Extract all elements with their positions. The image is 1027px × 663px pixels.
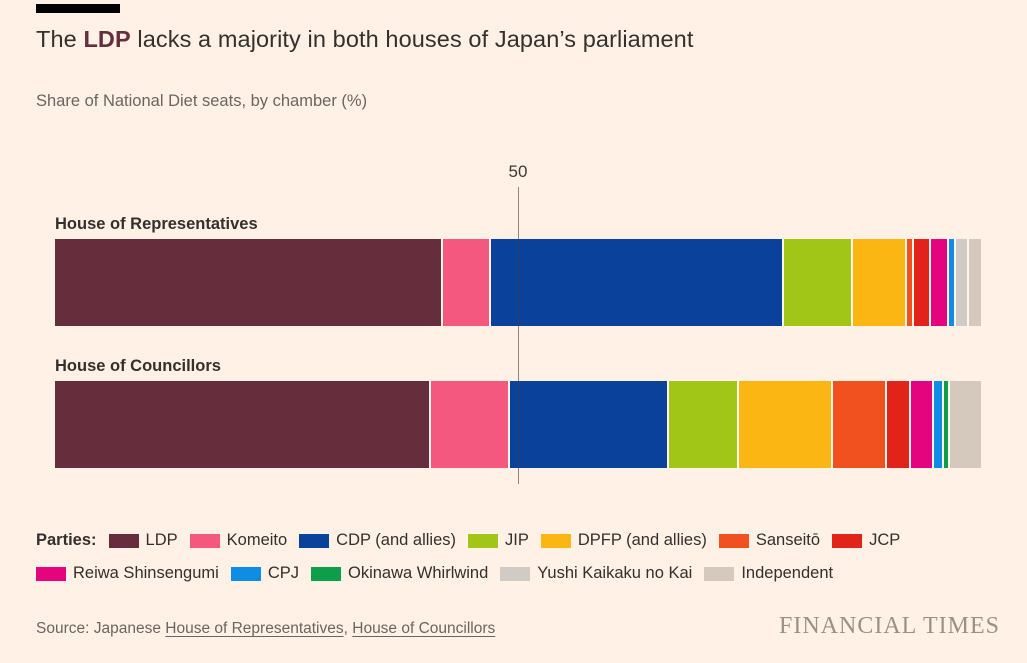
legend-swatch-okinawa-whirlwind [311, 566, 341, 581]
legend-item-jcp: JCP [832, 531, 900, 550]
legend-item-label: CPJ [267, 564, 299, 582]
bar-segment-sanseit [904, 239, 913, 326]
legend-item-label: Reiwa Shinsengumi [73, 564, 219, 582]
legend-swatch-yushi-kaikaku-no-kai [500, 566, 531, 581]
legend-swatch-cpj [230, 566, 261, 581]
legend: Parties: LDP Komeito CDP (and allies) JIP DP… [36, 531, 994, 583]
bar-segment-sanseit [830, 381, 885, 468]
legend-item-label: Komeito [226, 531, 288, 549]
bar-segment-komeito [440, 239, 490, 326]
source-link-house-of-representatives[interactable]: House of Representatives [165, 620, 344, 637]
bar-house-of-councillors [55, 381, 982, 468]
source-prefix: Source: Japanese [36, 620, 166, 637]
legend-swatch-komeito [189, 533, 220, 548]
stacked-bar-chart: 50 House of Representatives House of Cou… [55, 160, 982, 490]
legend-item-reiwa-shinsengumi: Reiwa Shinsengumi [36, 564, 219, 583]
page-title: The LDP lacks a majority in both houses … [36, 26, 693, 53]
legend-item-yushi-kaikaku-no-kai: Yushi Kaikaku no Kai [500, 564, 692, 583]
chamber-label-representatives: House of Representatives [55, 215, 258, 233]
legend-swatch-cdp-and-allies [299, 533, 330, 548]
legend-item-jip: JIP [468, 531, 529, 550]
bar-segment-cdp-and-allies [507, 381, 667, 468]
title-highlight-ldp: LDP [83, 26, 131, 52]
axis-tick-50: 50 [508, 162, 528, 181]
bar-segment-independent [948, 381, 982, 468]
source-note: Source: Japanese House of Representative… [36, 620, 495, 638]
legend-item-label: Independent [741, 564, 834, 582]
bar-segment-jcp [884, 381, 909, 468]
legend-swatch-dpfp-and-allies [540, 533, 571, 548]
legend-swatch-sanseit [718, 533, 749, 548]
bar-segment-dpfp-and-allies [736, 381, 831, 468]
gridline-50 [518, 187, 519, 484]
legend-item-label: Okinawa Whirlwind [348, 564, 489, 582]
bar-segment-ldp [55, 381, 430, 468]
legend-item-label: JCP [869, 531, 901, 549]
legend-item-sanseit: Sanseitō [718, 531, 821, 550]
legend-item-label: Sanseitō [755, 531, 821, 549]
bar-segment-cdp-and-allies [489, 239, 783, 326]
source-separator: , [343, 620, 353, 637]
legend-item-dpfp-and-allies: DPFP (and allies) [540, 531, 707, 550]
chart-subtitle: Share of National Diet seats, by chamber… [36, 92, 368, 110]
bar-segment-jcp [912, 239, 929, 326]
bar-segment-ldp [55, 239, 441, 326]
bar-segment-okinawa-whirlwind [941, 381, 949, 468]
legend-item-label: LDP [145, 531, 178, 549]
bar-segment-cpj [932, 381, 942, 468]
legend-swatch-reiwa-shinsengumi [36, 566, 66, 581]
bar-segment-yushi-kaikaku-no-kai [954, 239, 968, 326]
bar-segment-dpfp-and-allies [851, 239, 905, 326]
bar-segment-jip [782, 239, 852, 326]
legend-item-independent: Independent [704, 564, 833, 583]
financial-times-logo: FINANCIAL TIMES [778, 613, 1000, 639]
legend-label: Parties: [36, 531, 97, 549]
legend-swatch-jip [468, 533, 498, 548]
source-link-house-of-councillors[interactable]: House of Councillors [352, 620, 496, 637]
legend-swatch-ldp [108, 533, 139, 548]
legend-item-ldp: LDP [108, 531, 178, 550]
bar-house-of-representatives [55, 239, 981, 326]
legend-swatch-jcp [832, 533, 863, 548]
legend-item-label: JIP [505, 531, 529, 549]
legend-item-label: DPFP (and allies) [577, 531, 707, 549]
legend-item-cpj: CPJ [230, 564, 299, 583]
bar-segment-reiwa-shinsengumi [928, 239, 948, 326]
legend-swatch-independent [704, 566, 735, 581]
bar-segment-reiwa-shinsengumi [908, 381, 933, 468]
bar-segment-jip [666, 381, 737, 468]
ft-accent-bar [36, 4, 120, 13]
bar-segment-cpj [947, 239, 955, 326]
bar-segment-komeito [429, 381, 508, 468]
bar-segment-independent [967, 239, 981, 326]
title-pre: The [36, 26, 84, 52]
legend-item-label: Yushi Kaikaku no Kai [537, 564, 693, 582]
legend-item-label: CDP (and allies) [336, 531, 456, 549]
title-post: lacks a majority in both houses of Japan… [130, 26, 694, 52]
chamber-label-councillors: House of Councillors [55, 357, 221, 375]
legend-item-cdp-and-allies: CDP (and allies) [299, 531, 456, 550]
legend-item-okinawa-whirlwind: Okinawa Whirlwind [311, 564, 488, 583]
legend-item-komeito: Komeito [189, 531, 288, 550]
